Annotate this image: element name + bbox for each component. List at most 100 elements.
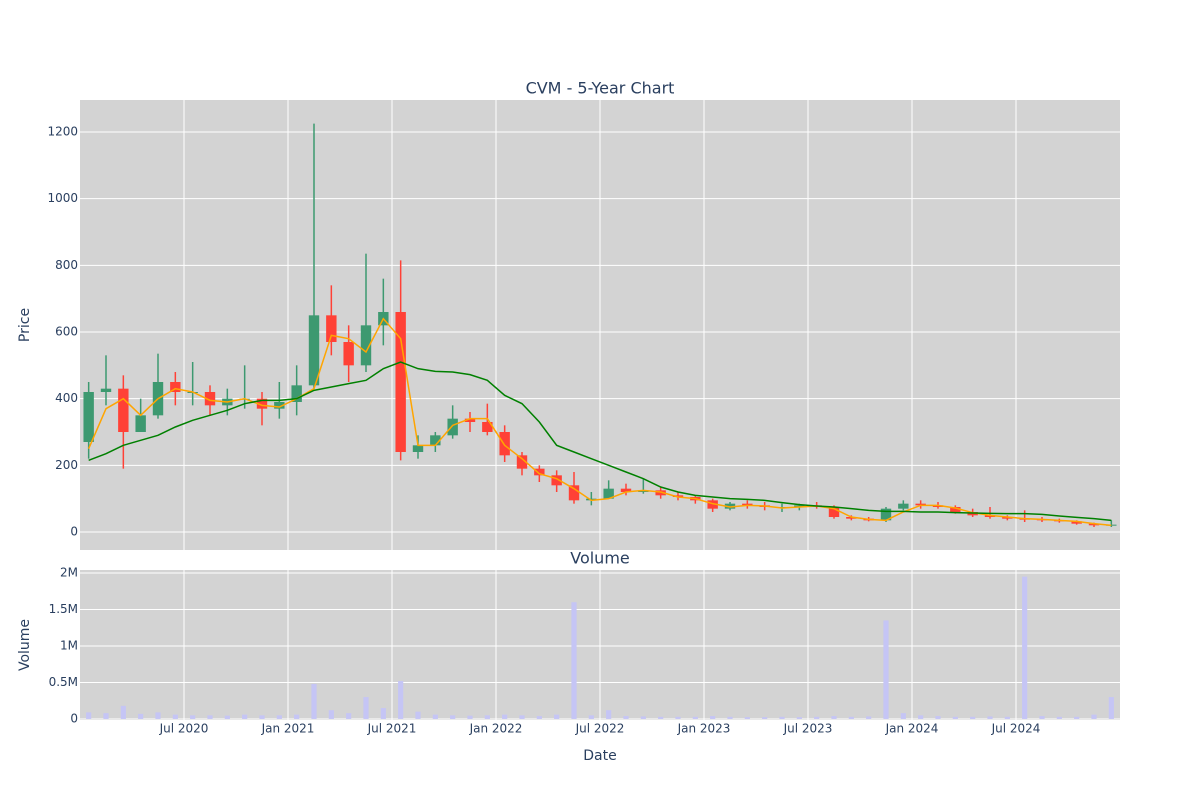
- volume-bar: [432, 714, 438, 719]
- y-tick-label: 400: [55, 391, 78, 405]
- candle-body: [915, 503, 926, 506]
- volume-bar: [744, 717, 750, 719]
- volume-bar: [588, 715, 594, 719]
- candle-body: [135, 415, 146, 432]
- candle-body: [620, 488, 632, 492]
- candle-body: [412, 445, 424, 452]
- volume-bar: [224, 715, 230, 719]
- y-tick-label: 800: [55, 258, 78, 272]
- volume-bar: [918, 715, 924, 719]
- candle-body: [83, 392, 94, 442]
- candle-body: [395, 312, 406, 452]
- candle-body: [1088, 523, 1100, 526]
- volume-bar: [467, 715, 473, 719]
- candle-body: [516, 455, 528, 469]
- candle-body: [170, 382, 181, 392]
- volume-bar: [242, 714, 248, 719]
- volume-bar: [155, 712, 161, 719]
- volume-bar: [554, 714, 560, 719]
- candle-body: [204, 392, 216, 406]
- candle-body: [326, 315, 337, 342]
- y-tick-label: 600: [55, 325, 78, 339]
- candle-body: [828, 507, 840, 517]
- volume-bar: [1056, 716, 1062, 719]
- volume-bar: [658, 716, 664, 719]
- candle-body: [256, 398, 268, 409]
- volume-bar: [848, 716, 854, 719]
- volume-bar: [398, 681, 404, 719]
- candle-body: [984, 515, 996, 517]
- volume-bar: [675, 716, 681, 719]
- volume-bar: [727, 716, 733, 719]
- candle-body: [932, 505, 944, 507]
- candle-body: [898, 503, 909, 509]
- volume-bar: [814, 716, 820, 719]
- candle-body: [430, 435, 441, 446]
- volume-bar: [640, 716, 646, 719]
- x-tick-label: Jul 2024: [991, 722, 1041, 736]
- subplot-title: Volume: [570, 549, 630, 568]
- x-tick-label: Jan 2024: [885, 722, 939, 736]
- volume-bar: [1022, 576, 1028, 719]
- candle-body: [534, 468, 545, 476]
- volume-bar: [1091, 714, 1097, 719]
- candle-body: [274, 402, 285, 409]
- x-tick-label: Jul 2023: [783, 722, 833, 736]
- volume-bar: [970, 716, 976, 719]
- x-tick-label: Jul 2022: [575, 722, 625, 736]
- candle-body: [499, 432, 510, 456]
- volume-bar: [952, 716, 958, 719]
- candle-body: [343, 342, 354, 366]
- volume-bar: [1004, 716, 1010, 719]
- y-tick-label: 200: [55, 458, 78, 472]
- candle-body: [655, 490, 666, 496]
- x-tick-label: Jan 2023: [677, 722, 731, 736]
- x-tick-label: Jan 2021: [261, 722, 315, 736]
- candle-body: [482, 422, 493, 432]
- volume-bar: [120, 705, 126, 719]
- volume-bar: [103, 713, 109, 719]
- volume-bar: [1039, 716, 1045, 719]
- candle-body: [1002, 517, 1013, 519]
- candle-body: [950, 507, 961, 512]
- volume-bar: [762, 717, 768, 719]
- y-tick-label: 1000: [47, 191, 78, 205]
- moving-average-line: [87, 317, 1112, 527]
- volume-bar: [606, 710, 612, 719]
- volume-bar: [415, 711, 421, 719]
- y-tick-label: 1.5M: [49, 602, 78, 616]
- volume-bar: [623, 716, 629, 719]
- volume-bar: [86, 712, 92, 719]
- volume-bar: [831, 716, 837, 719]
- volume-bar: [779, 716, 785, 719]
- y-tick-label: 0: [70, 711, 78, 725]
- volume-bar: [1108, 697, 1114, 719]
- y-tick-label: 2M: [60, 565, 78, 579]
- volume-bar: [346, 713, 352, 719]
- x-tick-label: Jul 2021: [367, 722, 417, 736]
- candle-body: [794, 505, 805, 507]
- volume-bar: [259, 715, 265, 719]
- volume-bar: [450, 715, 456, 719]
- volume-bar: [363, 697, 369, 719]
- candle-body: [100, 388, 112, 392]
- candle-body: [603, 488, 614, 499]
- volume-bar: [172, 714, 178, 719]
- candle-body: [118, 388, 129, 432]
- candle-body: [291, 385, 302, 402]
- y-tick-label: 1200: [47, 125, 78, 139]
- volume-bar: [502, 714, 508, 719]
- volume-bar: [311, 683, 317, 719]
- y-axis-label: Price: [17, 308, 33, 342]
- x-tick-label: Jul 2020: [159, 722, 209, 736]
- volume-bar: [484, 715, 490, 719]
- volume-bar: [294, 714, 300, 719]
- x-axis-label: Date: [583, 748, 616, 764]
- volume-bar: [935, 716, 941, 719]
- volume-bar: [380, 708, 386, 719]
- chart-title: CVM - 5-Year Chart: [526, 79, 675, 98]
- volume-bar: [536, 716, 542, 719]
- candle-body: [464, 418, 476, 422]
- candle-body: [672, 495, 684, 497]
